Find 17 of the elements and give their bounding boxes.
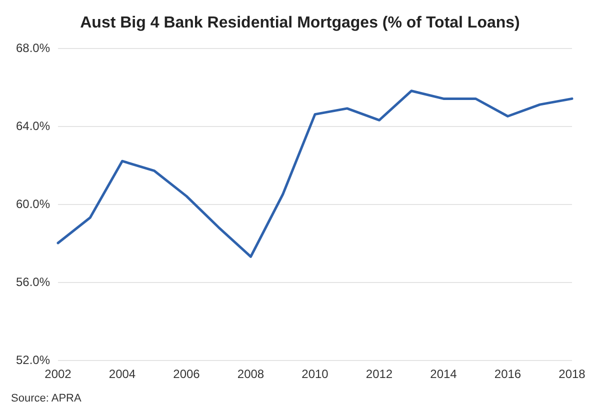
chart-title: Aust Big 4 Bank Residential Mortgages (% of Total Loans) (80, 14, 520, 32)
x-tick-label: 2018 (558, 367, 586, 381)
y-tick-label: 52.0% (16, 353, 50, 367)
y-tick-label: 60.0% (16, 197, 50, 211)
y-tick-label: 56.0% (16, 275, 50, 289)
x-tick-label: 2004 (108, 367, 136, 381)
source-note: Source: APRA (11, 392, 82, 404)
line-series (56, 90, 574, 258)
x-tick-label: 2010 (302, 367, 329, 381)
x-tick-label: 2012 (366, 367, 393, 381)
y-tick-label: 68.0% (16, 41, 50, 55)
x-tick-label: 2002 (44, 367, 72, 381)
x-tick-label: 2016 (494, 367, 522, 381)
y-tick-label: 64.0% (16, 119, 50, 133)
x-tick-label: 2006 (173, 367, 200, 381)
x-tick-label: 2008 (237, 367, 264, 381)
x-tick-label: 2014 (430, 367, 458, 381)
